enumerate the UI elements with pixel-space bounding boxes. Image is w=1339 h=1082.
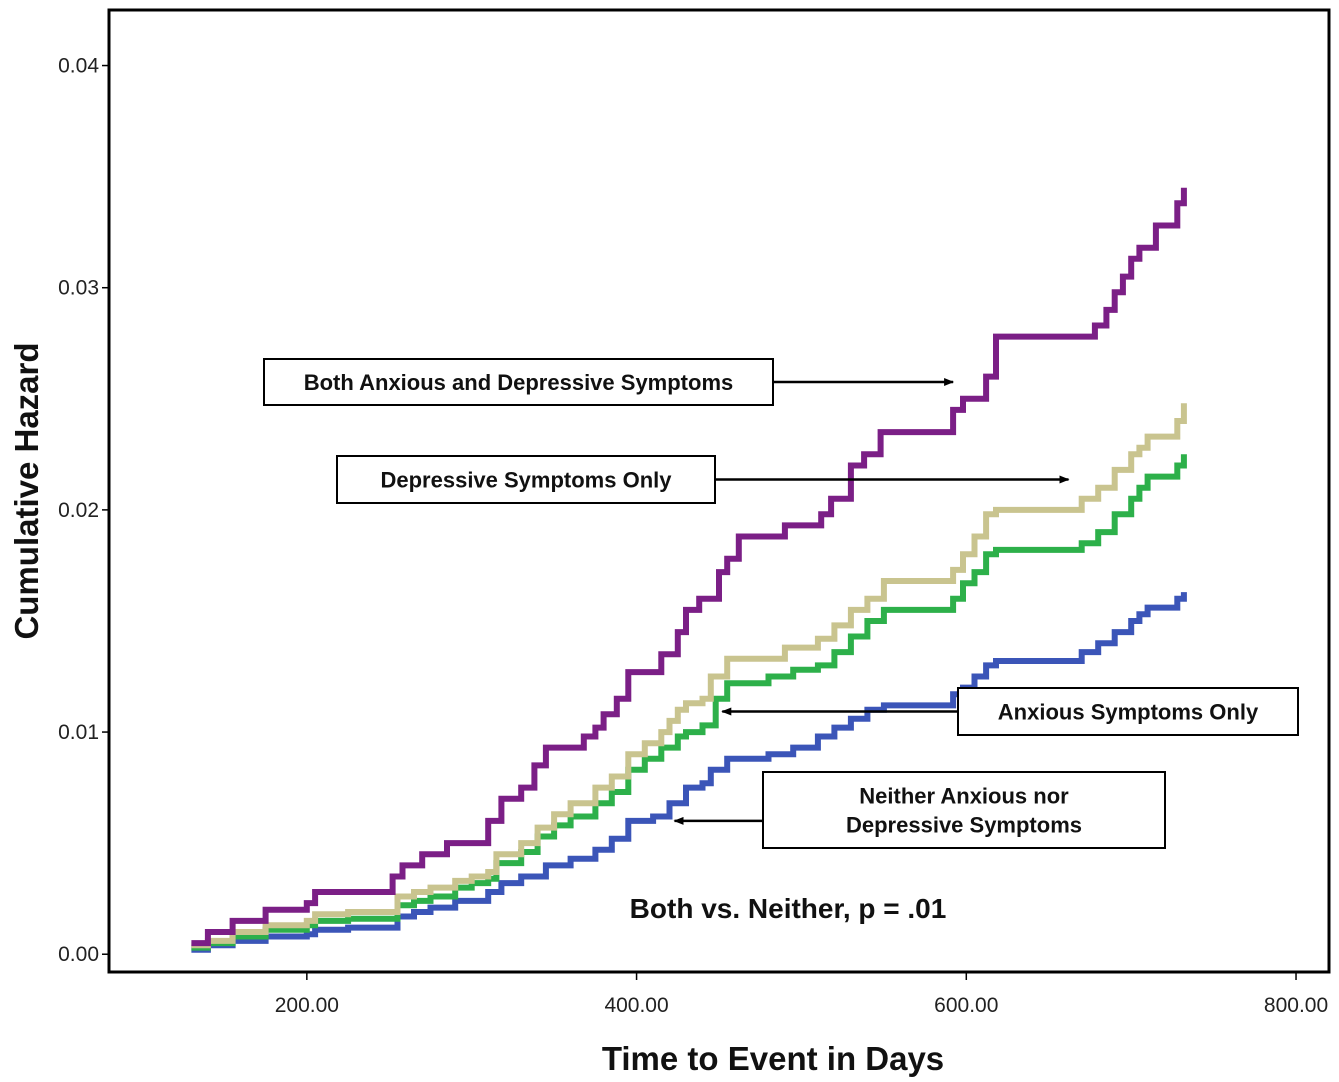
annotation-callout: Both Anxious and Depressive Symptoms bbox=[263, 358, 955, 406]
series-layer bbox=[191, 187, 1187, 953]
annotation-label: Depressive Symptoms Only bbox=[380, 468, 672, 493]
y-axis-title: Cumulative Hazard bbox=[8, 342, 45, 639]
annotation-callout: Neither Anxious nor Depressive Symptoms bbox=[673, 771, 1166, 849]
x-tick-label: 600.00 bbox=[934, 994, 998, 1017]
series-line-depressive-symptoms-only bbox=[191, 403, 1187, 949]
annotation-label: Neither Anxious nor bbox=[859, 784, 1069, 809]
annotation-box bbox=[762, 771, 1166, 849]
y-tick-label: 0.01 bbox=[58, 721, 99, 744]
annotation-callout: Depressive Symptoms Only bbox=[336, 455, 1070, 504]
x-axis-title: Time to Event in Days bbox=[602, 1040, 944, 1077]
x-axis: 200.00 400.00 600.00 800.00 bbox=[275, 972, 1328, 1017]
series-line-neither-anxious-nor-depressive-symptoms bbox=[191, 592, 1187, 953]
plot-frame bbox=[107, 8, 1331, 974]
annotation-box bbox=[957, 687, 1299, 736]
y-axis: 0.00 0.01 0.02 0.03 0.04 bbox=[58, 55, 109, 966]
annotation-label: Both Anxious and Depressive Symptoms bbox=[304, 370, 734, 395]
y-tick-label: 0.00 bbox=[58, 943, 99, 966]
x-tick-label: 200.00 bbox=[275, 994, 339, 1017]
annotation-layer: Both Anxious and Depressive Symptoms Depr… bbox=[263, 358, 1299, 849]
annotation-label: Anxious Symptoms Only bbox=[998, 700, 1259, 725]
x-tick-label: 800.00 bbox=[1264, 994, 1328, 1017]
y-tick-label: 0.04 bbox=[58, 55, 99, 78]
annotation-label: Depressive Symptoms bbox=[846, 813, 1082, 838]
p-value-note: Both vs. Neither, p = .01 bbox=[630, 893, 947, 924]
x-tick-label: 400.00 bbox=[604, 994, 668, 1017]
y-tick-label: 0.02 bbox=[58, 499, 99, 522]
y-tick-label: 0.03 bbox=[58, 277, 99, 300]
annotation-callout: Anxious Symptoms Only bbox=[721, 687, 1299, 736]
annotation-box bbox=[263, 358, 774, 406]
series-line-both-anxious-and-depressive-symptoms bbox=[191, 187, 1187, 947]
series-line-anxious-symptoms-only bbox=[191, 454, 1187, 951]
